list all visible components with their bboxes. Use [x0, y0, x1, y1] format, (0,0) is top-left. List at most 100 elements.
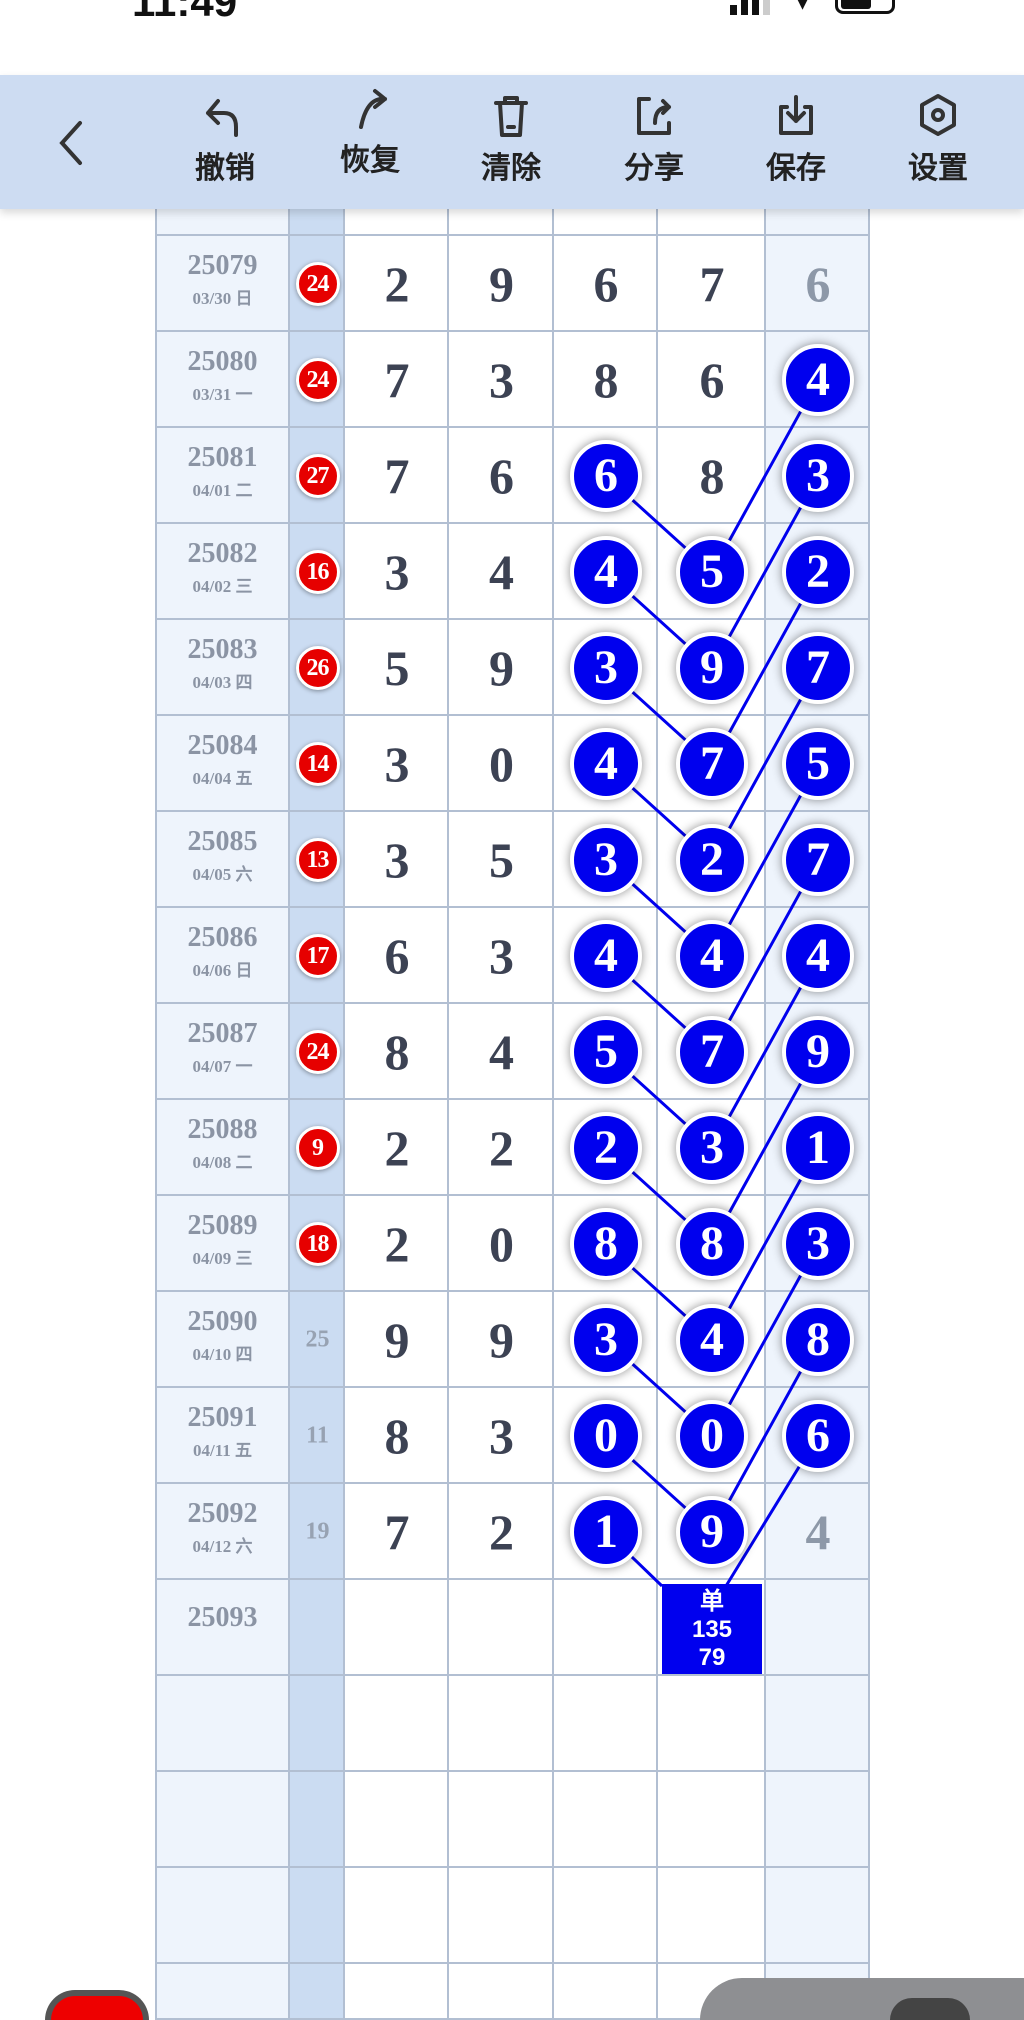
sum-cell [290, 1676, 345, 1772]
digit-cell-4 [658, 1580, 766, 1676]
issue-cell: 25087 04/07 一 [155, 1004, 290, 1100]
prediction-line: 135 [691, 1616, 733, 1643]
issue-date: 04/08 二 [192, 1153, 253, 1172]
issue-number: 25085 [187, 826, 258, 857]
sum-value-badge: 9 [295, 1126, 340, 1170]
highlighted-digit-ball: 4 [570, 920, 642, 992]
back-button[interactable] [50, 115, 94, 171]
digit-cell-4 [658, 209, 766, 236]
digit-value: 7 [699, 256, 725, 312]
digit-value: 6 [805, 256, 831, 312]
highlighted-digit-ball: 7 [782, 632, 854, 704]
sum-value-badge: 13 [295, 838, 340, 882]
digit-cell-3 [554, 236, 658, 332]
digit-cell-5 [766, 236, 870, 332]
issue-date: 04/07 一 [192, 1057, 253, 1076]
digit-value: 6 [593, 256, 619, 312]
highlighted-digit-ball: 4 [782, 344, 854, 416]
highlighted-digit-ball: 7 [676, 1016, 748, 1088]
toolbar-download-button[interactable]: 保存 [741, 93, 851, 203]
sum-cell [290, 1868, 345, 1964]
issue-number: 25079 [187, 250, 258, 281]
digit-value: 9 [489, 256, 514, 312]
issue-cell: 25093 [155, 1580, 290, 1676]
prediction-line: 79 [698, 1644, 726, 1671]
toolbar-settings-button[interactable]: 设置 [883, 93, 993, 203]
digit-cell-1 [345, 1004, 449, 1100]
sum-cell [290, 1580, 345, 1676]
issue-date: 04/09 三 [192, 1249, 253, 1268]
issue-number: 25088 [187, 1114, 258, 1145]
highlighted-digit-ball: 3 [676, 1112, 748, 1184]
issue-date: 04/03 四 [192, 673, 253, 692]
digit-value: 7 [384, 1504, 410, 1560]
digit-cell-1 [345, 1388, 449, 1484]
digit-value: 2 [489, 1120, 514, 1176]
share-icon [637, 97, 671, 135]
digit-cell-3 [554, 1004, 658, 1100]
sum-value: 25 [305, 1326, 330, 1353]
highlighted-digit-ball: 7 [782, 824, 854, 896]
issue-date: 04/01 二 [192, 481, 253, 500]
digit-value: 8 [384, 1408, 410, 1464]
highlighted-digit-ball: 7 [676, 728, 748, 800]
highlighted-digit-ball: 5 [782, 728, 854, 800]
digit-cell-5 [766, 1676, 870, 1772]
toolbar-redo-button[interactable]: 恢复 [315, 85, 425, 195]
sum-value-badge: 27 [295, 454, 340, 498]
highlighted-digit-ball: 3 [782, 440, 854, 512]
digit-cell-3 [554, 812, 658, 908]
issue-number: 25080 [187, 346, 258, 377]
sum-value-badge: 24 [295, 358, 340, 402]
digit-cell-3 [554, 209, 658, 236]
digit-cell-2 [449, 1004, 554, 1100]
floating-tool-panel[interactable] [700, 1978, 1024, 2020]
toolbar-undo-button[interactable]: 撤销 [170, 93, 280, 203]
issue-number: 25090 [187, 1306, 258, 1337]
digit-value: 8 [384, 1024, 410, 1080]
issue-date: 04/12 六 [192, 1537, 253, 1556]
floating-red-button[interactable] [45, 1990, 149, 2020]
issue-date: 04/04 五 [192, 769, 253, 788]
digit-cell-3 [554, 620, 658, 716]
highlighted-digit-ball: 3 [570, 1304, 642, 1376]
issue-number: 25087 [187, 1018, 258, 1049]
highlighted-digit-ball: 0 [676, 1400, 748, 1472]
download-icon [779, 95, 813, 135]
digit-cell-3 [554, 1676, 658, 1772]
digit-cell-2 [449, 524, 554, 620]
issue-cell: 25086 04/06 日 [155, 908, 290, 1004]
digit-cell-1 [345, 1772, 449, 1868]
status-bar: 11:49 ▾ [0, 0, 1024, 75]
digit-cell-2 [449, 209, 554, 236]
digit-value: 6 [699, 352, 725, 408]
highlighted-digit-ball: 4 [782, 920, 854, 992]
digit-cell-2 [449, 1388, 554, 1484]
sum-value-badge: 18 [295, 1222, 340, 1266]
digit-cell-3 [554, 1964, 658, 2020]
toolbar-trash-button[interactable]: 清除 [456, 93, 566, 203]
digit-cell-2 [449, 908, 554, 1004]
highlighted-digit-ball: 8 [570, 1208, 642, 1280]
digit-cell-2 [449, 1100, 554, 1196]
digit-value: 4 [489, 544, 514, 600]
signal-icon [730, 0, 770, 15]
highlighted-digit-ball: 0 [570, 1400, 642, 1472]
toolbar-share-button[interactable]: 分享 [599, 93, 709, 203]
issue-number: 25092 [187, 1498, 258, 1529]
highlighted-digit-ball: 4 [676, 920, 748, 992]
digit-cell-1 [345, 620, 449, 716]
issue-number: 25093 [187, 1602, 258, 1633]
issue-cell: 25081 04/01 二 [155, 428, 290, 524]
digit-cell-3 [554, 1580, 658, 1676]
highlighted-digit-ball: 2 [570, 1112, 642, 1184]
digit-value: 3 [489, 1408, 514, 1464]
highlighted-digit-ball: 4 [570, 536, 642, 608]
issue-number: 25089 [187, 1210, 258, 1241]
digit-cell-2 [449, 1580, 554, 1676]
digit-cell-4 [658, 1484, 766, 1580]
digit-cell-1 [345, 1868, 449, 1964]
digit-cell-1 [345, 716, 449, 812]
issue-cell: 25082 04/02 三 [155, 524, 290, 620]
